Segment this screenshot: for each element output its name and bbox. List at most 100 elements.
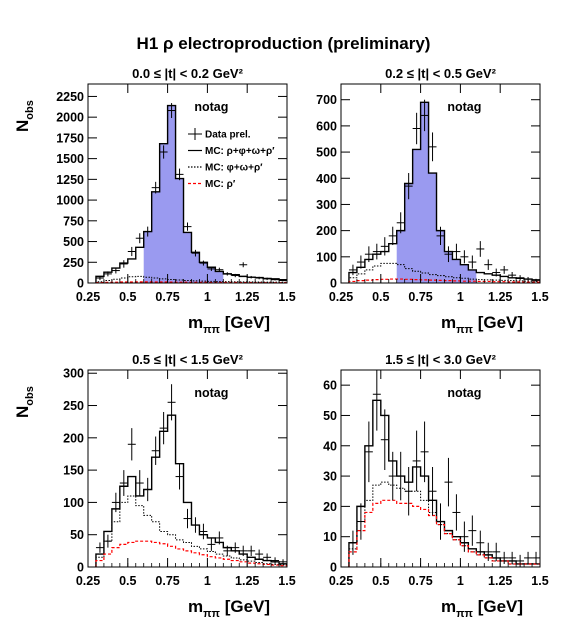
data-point: [103, 271, 112, 277]
data-point: [215, 267, 224, 272]
data-point: [191, 517, 200, 533]
data-point: [207, 537, 216, 551]
data-point: [396, 212, 405, 234]
legend-label: MC: ρ+φ+ω+ρ′: [205, 146, 275, 157]
data-point: [348, 264, 357, 276]
mc-total-histogram: [95, 414, 287, 567]
panel-t-0.2-0.5: 0.25 0.5 0.75 1 1.25 1.5 0 100 200 300 400 500 600 70…: [316, 66, 549, 336]
data-points: [348, 370, 540, 567]
data-point: [271, 557, 280, 564]
y-tick-label: 1000: [56, 194, 84, 208]
y-tick-label: 700: [316, 93, 337, 107]
data-points: [95, 384, 287, 565]
data-point: [380, 237, 389, 256]
x-axis-label: mππ [GeV]: [441, 313, 523, 336]
plot-frame: [340, 83, 541, 284]
data-point: [167, 384, 176, 421]
x-tick-label: 0.5: [372, 574, 389, 588]
x-tick-label: 1: [457, 290, 464, 304]
data-point: [412, 112, 421, 145]
data-point: [151, 181, 160, 194]
panel-title: 0.2 ≤ |t| < 0.5 GeV²: [385, 66, 497, 81]
data-point: [143, 226, 152, 237]
signal-fill-area: [396, 102, 477, 283]
data-point: [364, 246, 373, 263]
legend-entry: MC: ρ+φ+ω+ρ′: [188, 146, 275, 157]
y-tick-label: 750: [63, 214, 84, 228]
data-point: [444, 246, 453, 263]
legend-label: MC: ρ′: [205, 179, 236, 190]
mc-total-histogram: [348, 101, 540, 283]
y-tick-label: 40: [323, 439, 337, 453]
data-point: [191, 249, 200, 257]
y-tick-label: 10: [323, 530, 337, 544]
y-tick-label: 1500: [56, 152, 84, 166]
data-point: [175, 463, 184, 490]
y-tick-label: 200: [316, 224, 337, 238]
data-point: [492, 542, 501, 561]
x-tick-label: 0.25: [329, 290, 353, 304]
data-point: [135, 470, 144, 496]
data-point: [372, 370, 381, 431]
x-tick-label: 1: [457, 574, 464, 588]
data-point: [460, 521, 469, 552]
legend-entry: Data prel.: [188, 128, 251, 141]
x-tick-label: 1.5: [278, 290, 295, 304]
y-tick-label: 500: [63, 235, 84, 249]
panel-title: 0.0 ≤ |t| < 0.2 GeV²: [132, 66, 244, 81]
y-tick-label: 500: [316, 146, 337, 160]
tag-label: notag: [194, 386, 228, 400]
data-point: [532, 551, 540, 564]
y-tick-label: 0: [77, 277, 84, 291]
x-tick-label: 0.75: [155, 290, 179, 304]
x-tick-label: 0.5: [119, 290, 136, 304]
y-tick-label: 400: [316, 172, 337, 186]
data-point: [247, 545, 256, 557]
mc-total-histogram: [348, 399, 540, 567]
data-point: [135, 233, 144, 244]
panel-title: 1.5 ≤ |t| < 3.0 GeV²: [385, 352, 497, 367]
data-point: [183, 222, 192, 231]
legend-entry: MC: ρ′: [188, 179, 236, 190]
data-point: [484, 259, 493, 270]
data-point: [271, 278, 280, 281]
data-point: [183, 508, 192, 529]
y-tick-label: 1250: [56, 173, 84, 187]
data-point: [348, 530, 357, 555]
data-point: [103, 534, 112, 548]
data-point: [231, 273, 240, 278]
mc-background-histogram: [95, 495, 287, 567]
y-tick-label: 50: [70, 528, 84, 542]
data-point: [420, 99, 429, 132]
y-tick-label: 250: [63, 256, 84, 270]
data-point: [255, 549, 264, 559]
data-point: [231, 542, 240, 553]
data-point: [95, 542, 104, 553]
y-tick-label: 0: [77, 561, 84, 575]
y-tick-label: 30: [323, 470, 337, 484]
data-point: [111, 492, 120, 513]
x-tick-label: 1: [204, 290, 211, 304]
mc-rhoprime-histogram: [348, 499, 540, 567]
data-point: [239, 545, 248, 557]
tag-label: notag: [447, 100, 481, 114]
data-point: [199, 260, 208, 266]
data-point: [420, 421, 429, 483]
data-point: [524, 551, 533, 564]
data-point: [444, 457, 453, 507]
data-point: [428, 466, 437, 516]
data-point: [452, 243, 461, 260]
data-point: [468, 515, 477, 546]
panel-title: 0.5 ≤ |t| < 1.5 GeV²: [132, 352, 244, 367]
x-tick-label: 0.75: [408, 290, 432, 304]
plot-frame: [87, 369, 288, 568]
legend: Data prel. MC: ρ+φ+ω+ρ′ MC: φ+ω+ρ′ MC: ρ′: [188, 128, 275, 190]
data-point: [143, 477, 152, 502]
x-tick-label: 0.25: [329, 574, 353, 588]
figure-title: H1 ρ electroproduction (preliminary): [136, 34, 431, 53]
y-tick-label: 20: [323, 500, 337, 514]
data-point: [215, 531, 224, 545]
data-point: [508, 551, 517, 564]
data-point: [524, 276, 533, 282]
